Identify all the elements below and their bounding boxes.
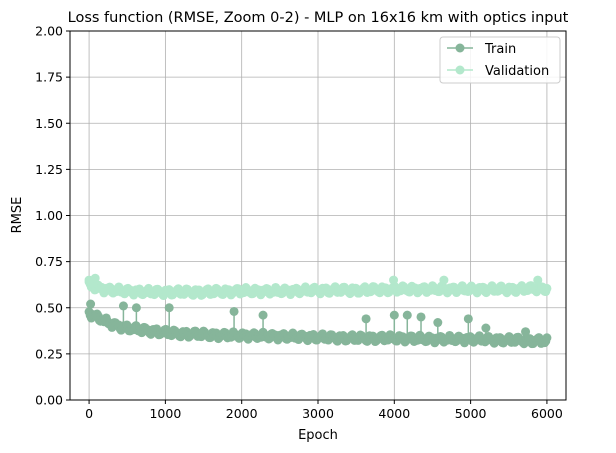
spike-point: [439, 275, 449, 285]
spike-point: [533, 275, 543, 285]
chart-title: Loss function (RMSE, Zoom 0-2) - MLP on …: [68, 10, 569, 26]
series-validation: [84, 273, 552, 301]
series-line: [88, 281, 548, 297]
spike-point: [258, 310, 268, 320]
legend-validation-marker: [455, 65, 465, 75]
series-line: [88, 311, 548, 346]
x-tick-label: 0: [85, 406, 93, 421]
spike-point: [416, 312, 426, 322]
spike-point: [86, 299, 96, 309]
y-tick-label: 0.25: [35, 346, 63, 361]
y-tick-label: 0.50: [35, 300, 63, 315]
legend-validation-label: Validation: [485, 64, 549, 79]
spike-point: [118, 301, 128, 311]
spike-point: [463, 314, 473, 324]
y-tick-label: 1.50: [35, 116, 63, 131]
spike-point: [481, 323, 491, 333]
y-tick-label: 1.75: [35, 70, 63, 85]
axis-ticks: 0 1000 2000 3000 4000 5000 6000 0.00 0.25 0.50 0.7…: [35, 24, 563, 422]
x-tick-label: 3000: [302, 406, 334, 421]
x-tick-label: 5000: [455, 406, 487, 421]
legend-train-marker: [455, 43, 465, 53]
legend-train-label: Train: [484, 42, 516, 57]
y-tick-label: 1.25: [35, 162, 63, 177]
spike-point: [164, 303, 174, 313]
grid-lines: [70, 30, 566, 401]
series-group: [84, 273, 552, 349]
spike-point: [361, 314, 371, 324]
x-tick-label: 1000: [149, 406, 181, 421]
y-tick-label: 2.00: [35, 24, 63, 39]
x-axis-label: Epoch: [298, 428, 338, 443]
y-tick-label: 0.75: [35, 254, 63, 269]
spike-point: [433, 318, 443, 328]
spike-point: [521, 327, 531, 337]
y-axis-label: RMSE: [10, 197, 25, 234]
series-train: [84, 299, 552, 349]
spike-point: [131, 303, 141, 313]
spike-point: [389, 275, 399, 285]
spike-point: [229, 306, 239, 316]
legend: Train Validation: [439, 36, 561, 84]
x-tick-label: 2000: [226, 406, 258, 421]
x-tick-label: 4000: [378, 406, 410, 421]
spike-point: [402, 310, 412, 320]
y-tick-label: 0.00: [35, 393, 63, 408]
spike-point: [90, 273, 100, 283]
x-tick-label: 6000: [531, 406, 563, 421]
spike-point: [389, 310, 399, 320]
y-tick-label: 1.00: [35, 208, 63, 223]
